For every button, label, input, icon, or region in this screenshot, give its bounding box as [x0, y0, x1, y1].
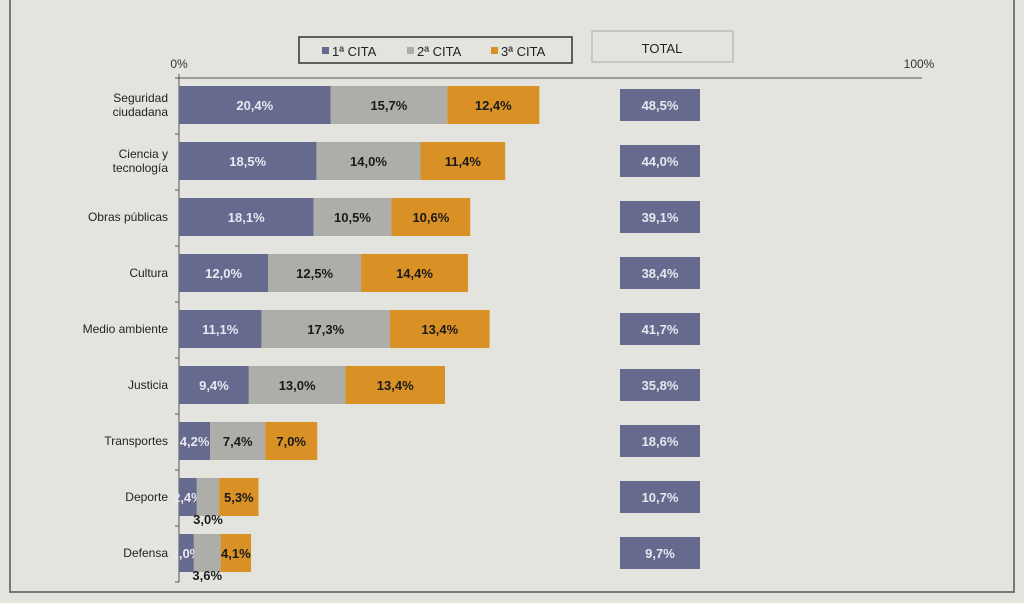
bar-segment [179, 534, 194, 572]
category-label: Seguridad [113, 91, 168, 105]
bar-data-label: 13,4% [377, 378, 414, 393]
legend-label: 3ª CITA [501, 44, 546, 59]
bar-data-label: 12,0% [205, 266, 242, 281]
bar-data-label: 3,6% [192, 568, 222, 583]
total-bar [620, 201, 700, 233]
total-data-label: 41,7% [642, 322, 679, 337]
category-label: Cultura [129, 266, 168, 280]
category-label: tecnología [113, 161, 169, 175]
bar-segment [261, 310, 391, 348]
bar-data-label: 17,3% [307, 322, 344, 337]
bar-segment [330, 86, 448, 124]
bar-segment [361, 254, 469, 292]
bar-data-label: 7,4% [223, 434, 253, 449]
bar-data-label: 4,1% [221, 546, 251, 561]
x-tick-label: 100% [904, 57, 935, 71]
bar-data-label: 2,4% [173, 490, 203, 505]
legend-swatch [407, 47, 414, 54]
bar-segment [179, 310, 262, 348]
legend-swatch [322, 47, 329, 54]
bar-segment [179, 198, 314, 236]
bar-segment [268, 254, 362, 292]
bar-segment [391, 198, 471, 236]
chart-frame [9, 0, 1015, 593]
bar-segment [179, 478, 197, 516]
bar-segment [179, 254, 269, 292]
total-header: TOTAL [642, 41, 683, 56]
category-label: ciudadana [113, 105, 169, 119]
bar-segment [179, 366, 249, 404]
bar-segment [219, 478, 259, 516]
x-tick-label: 0% [170, 57, 188, 71]
legend-label: 2ª CITA [417, 44, 462, 59]
bar-segment [420, 142, 506, 180]
category-label: Ciencia y [119, 147, 168, 161]
bar-segment [179, 142, 317, 180]
bar-segment [193, 534, 221, 572]
bar-segment [345, 366, 445, 404]
bar-data-label: 12,4% [475, 98, 512, 113]
total-data-label: 38,4% [642, 266, 679, 281]
bar-data-label: 10,6% [412, 210, 449, 225]
total-header-box [591, 30, 734, 63]
total-bar [620, 481, 700, 513]
bar-segment [390, 310, 490, 348]
bar-data-label: 14,0% [350, 154, 387, 169]
bar-segment [248, 366, 346, 404]
category-label: Justicia [128, 378, 168, 392]
bar-segment [196, 478, 220, 516]
category-label: Medio ambiente [83, 322, 169, 336]
bar-data-label: 20,4% [236, 98, 273, 113]
total-data-label: 18,6% [642, 434, 679, 449]
bar-segment [210, 422, 266, 460]
bar-data-label: 15,7% [370, 98, 407, 113]
bar-segment [179, 422, 211, 460]
total-bar [620, 145, 700, 177]
total-bar [620, 313, 700, 345]
bar-data-label: 18,1% [228, 210, 265, 225]
total-bar [620, 425, 700, 457]
total-bar [620, 89, 700, 121]
bar-data-label: 10,5% [334, 210, 371, 225]
total-data-label: 39,1% [642, 210, 679, 225]
bar-data-label: 12,5% [296, 266, 333, 281]
category-label: Obras públicas [88, 210, 168, 224]
total-bar [620, 257, 700, 289]
bar-segment [220, 534, 252, 572]
bar-data-label: 14,4% [396, 266, 433, 281]
total-data-label: 44,0% [642, 154, 679, 169]
legend-box [298, 36, 573, 64]
total-data-label: 35,8% [642, 378, 679, 393]
bar-segment [265, 422, 318, 460]
bar-segment [179, 86, 331, 124]
category-label: Transportes [104, 434, 168, 448]
legend-label: 1ª CITA [332, 44, 377, 59]
legend-swatch [491, 47, 498, 54]
bar-data-label: 13,0% [279, 378, 316, 393]
total-data-label: 9,7% [645, 546, 675, 561]
bar-data-label: 9,4% [199, 378, 229, 393]
bar-data-label: 3,0% [193, 512, 223, 527]
bar-segment [447, 86, 540, 124]
category-label: Deporte [125, 490, 168, 504]
bar-data-label: 4,2% [180, 434, 210, 449]
bar-data-label: 18,5% [229, 154, 266, 169]
bar-data-label: 11,4% [445, 154, 482, 169]
bar-data-label: 13,4% [421, 322, 458, 337]
bar-data-label: 7,0% [276, 434, 306, 449]
total-data-label: 48,5% [642, 98, 679, 113]
total-bar [620, 537, 700, 569]
total-bar [620, 369, 700, 401]
bar-segment [313, 198, 392, 236]
bar-segment [316, 142, 421, 180]
total-data-label: 10,7% [642, 490, 679, 505]
legend: 1ª CITA 2ª CITA 3ª CITA TOTAL [298, 30, 734, 64]
bar-data-label: 5,3% [224, 490, 254, 505]
category-label: Defensa [123, 546, 168, 560]
bar-data-label: 11,1% [202, 322, 239, 337]
